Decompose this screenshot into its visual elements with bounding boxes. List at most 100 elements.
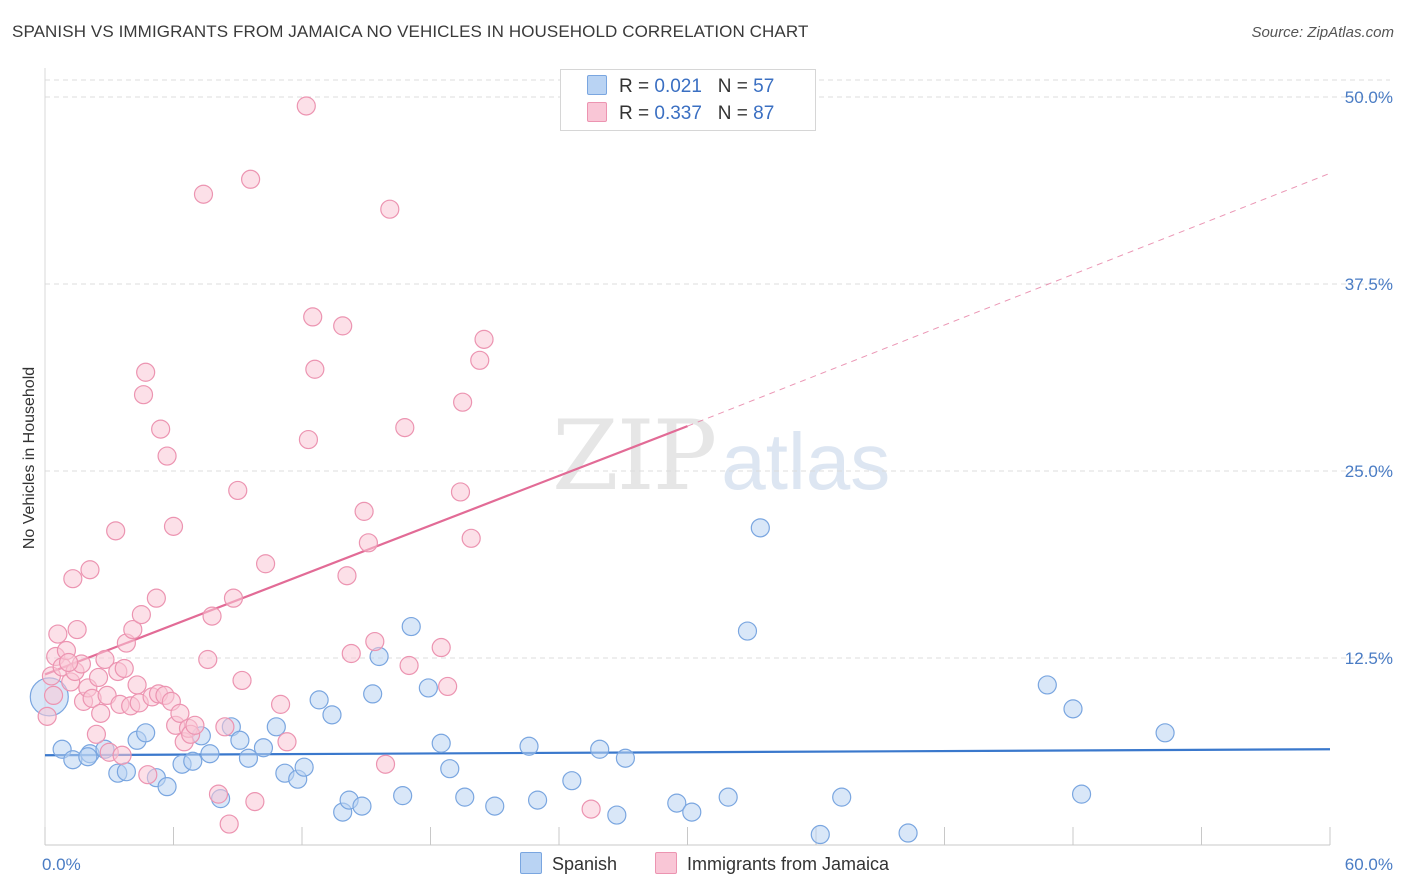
data-point — [474, 329, 494, 349]
data-point — [453, 392, 473, 412]
data-point — [78, 747, 98, 767]
data-point — [230, 730, 250, 750]
data-point — [667, 793, 687, 813]
data-point — [898, 823, 918, 843]
axis-labels: 12.5% 25.0% 37.5% 50.0% 0.0% 60.0% No Vehicles… — [21, 88, 1393, 874]
data-point — [615, 748, 635, 768]
data-point — [133, 385, 154, 405]
legend-swatch-spanish — [587, 75, 607, 95]
data-point — [363, 684, 383, 704]
data-point — [241, 169, 261, 189]
data-point — [151, 419, 171, 439]
data-point — [200, 744, 220, 764]
series-1 — [37, 96, 601, 834]
bottom-legend-jamaica: Immigrants from Jamaica — [655, 852, 889, 876]
data-point — [37, 706, 57, 726]
data-point — [832, 787, 852, 807]
data-point — [365, 631, 385, 652]
legend-n-value: 87 — [753, 103, 775, 124]
data-point — [146, 588, 166, 608]
data-point — [228, 480, 248, 501]
x-tick-label: 60.0% — [1345, 855, 1393, 874]
data-point — [223, 588, 244, 608]
trend-line — [44, 748, 1331, 757]
data-point — [86, 724, 107, 744]
legend-row-jamaica: R = 0.337 N = 87 — [587, 102, 774, 128]
data-point — [431, 733, 451, 753]
data-point — [1071, 784, 1092, 804]
data-point — [136, 362, 156, 382]
x-tick-label: 0.0% — [42, 855, 81, 874]
data-point — [298, 429, 319, 450]
data-point — [136, 723, 156, 743]
watermark-zip: ZIP — [552, 400, 717, 512]
watermark: ZIPatlas — [552, 400, 890, 512]
data-point — [238, 748, 259, 768]
data-point — [341, 643, 361, 664]
data-point — [590, 739, 610, 759]
data-point — [215, 717, 235, 737]
data-point — [170, 703, 190, 723]
data-point — [303, 307, 323, 327]
data-point — [322, 705, 342, 725]
data-point — [58, 652, 79, 673]
trend-lines — [44, 172, 1331, 757]
data-point — [63, 569, 83, 589]
data-point — [253, 738, 274, 758]
data-point — [461, 528, 481, 548]
data-point — [193, 184, 214, 204]
legend-r-label: R = — [619, 76, 650, 97]
data-point — [305, 359, 325, 379]
data-point — [131, 605, 151, 625]
data-point — [455, 787, 475, 807]
stats-legend: R = 0.021 N = 57 R = 0.337 N = 87 — [560, 69, 816, 131]
data-point — [43, 685, 64, 706]
data-point — [810, 824, 830, 845]
data-point — [352, 796, 372, 816]
data-points — [29, 96, 1175, 845]
data-point — [95, 649, 115, 670]
data-point — [219, 814, 239, 834]
data-point — [1155, 723, 1175, 743]
data-point — [294, 757, 314, 777]
legend-n-label: N = — [717, 76, 748, 97]
data-point — [401, 616, 421, 637]
data-point — [112, 745, 132, 765]
data-point — [88, 667, 109, 688]
data-point — [354, 501, 374, 521]
gridlines — [45, 79, 1390, 659]
legend-swatch-jamaica — [587, 102, 607, 122]
bottom-legend-label: Spanish — [552, 854, 618, 874]
data-point — [163, 516, 184, 536]
data-point — [438, 676, 458, 697]
legend-r-label: R = — [619, 103, 650, 124]
data-point — [485, 796, 505, 816]
data-point — [527, 790, 548, 810]
data-point — [431, 637, 451, 658]
data-point — [470, 350, 490, 370]
data-point — [750, 518, 770, 538]
bottom-legend-label: Immigrants from Jamaica — [687, 854, 890, 874]
y-tick-label: 12.5% — [1345, 649, 1393, 668]
data-point — [440, 759, 460, 779]
data-point — [519, 736, 539, 756]
y-tick-label: 50.0% — [1345, 88, 1393, 107]
data-point — [80, 560, 100, 580]
data-point — [127, 675, 147, 695]
data-point — [277, 732, 297, 752]
data-point — [157, 446, 177, 466]
y-tick-label: 37.5% — [1345, 275, 1393, 294]
legend-row-spanish: R = 0.021 N = 57 — [587, 75, 774, 101]
data-point — [399, 655, 419, 676]
data-point — [581, 799, 601, 819]
data-point — [380, 199, 400, 219]
data-point — [395, 418, 415, 438]
data-point — [1037, 675, 1057, 695]
data-point — [296, 96, 316, 116]
chart-title: SPANISH VS IMMIGRANTS FROM JAMAICA NO VE… — [12, 22, 809, 41]
bottom-legend-swatch-jamaica — [655, 852, 677, 874]
data-point — [1063, 699, 1083, 719]
data-point — [114, 658, 134, 679]
data-point — [138, 765, 158, 785]
data-point — [116, 762, 136, 782]
